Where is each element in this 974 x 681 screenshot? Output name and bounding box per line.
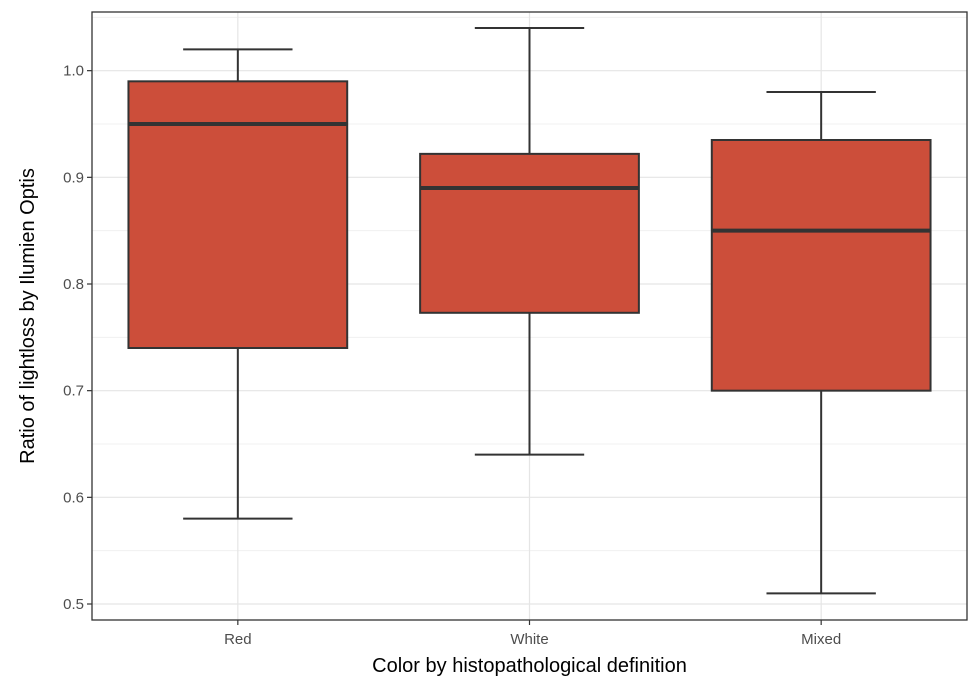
- boxes-layer: [127, 27, 932, 595]
- y-tick-label-0.9: 0.9: [63, 169, 84, 186]
- iqr-box-white: [419, 152, 640, 314]
- iqr-box-mixed: [710, 139, 932, 392]
- y-tick-label-0.7: 0.7: [63, 383, 84, 400]
- x-axis-title: Color by histopathological definition: [372, 655, 687, 677]
- box-mixed: [710, 91, 932, 595]
- box-white: [419, 27, 640, 456]
- y-tick-label-0.8: 0.8: [63, 276, 84, 293]
- x-axis: Red White Mixed: [224, 620, 841, 648]
- y-axis-title: Ratio of lightloss by Ilumien Optis: [17, 168, 39, 464]
- x-tick-label-mixed: Mixed: [801, 631, 841, 648]
- x-tick-label-white: White: [510, 631, 548, 648]
- x-tick-label-red: Red: [224, 631, 252, 648]
- y-tick-label-0.6: 0.6: [63, 489, 84, 506]
- y-tick-label-0.5: 0.5: [63, 596, 84, 613]
- y-tick-label-1.0: 1.0: [63, 63, 84, 80]
- iqr-box-red: [127, 80, 349, 349]
- box-red: [127, 48, 349, 520]
- y-axis: 0.5 0.6 0.7 0.8 0.9 1.0: [63, 63, 92, 613]
